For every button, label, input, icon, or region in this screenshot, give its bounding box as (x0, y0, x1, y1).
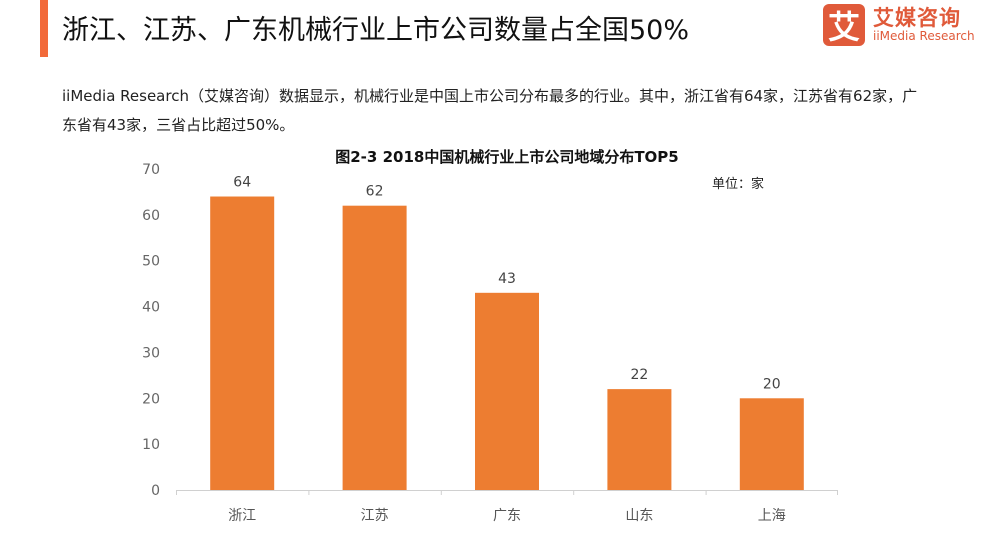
y-tick-label: 20 (142, 391, 160, 407)
x-tick-label: 上海 (758, 508, 786, 524)
title-accent-bar (40, 0, 48, 57)
bar (342, 205, 407, 490)
y-tick-label: 0 (151, 483, 160, 499)
y-tick-label: 70 (142, 162, 160, 178)
data-label: 64 (233, 175, 251, 191)
y-tick-label: 10 (142, 437, 160, 453)
logo: 艾 艾媒咨询 iiMedia Research (823, 4, 975, 46)
data-label: 22 (630, 367, 648, 383)
chart-title: 图2-3 2018中国机械行业上市公司地域分布TOP5 (335, 148, 679, 166)
logo-en: iiMedia Research (873, 28, 975, 43)
data-label: 62 (366, 184, 384, 200)
x-tick-label: 山东 (625, 508, 653, 524)
bar (739, 398, 804, 490)
y-tick-label: 40 (142, 300, 160, 316)
page-title: 浙江、江苏、广东机械行业上市公司数量占全国50% (62, 15, 690, 46)
y-tick-label: 60 (142, 208, 160, 224)
y-tick-label: 30 (142, 345, 160, 361)
x-tick-label: 浙江 (228, 508, 256, 524)
data-label: 20 (763, 376, 781, 392)
bar (210, 196, 275, 490)
description: iiMedia Research（艾媒咨询）数据显示，机械行业是中国上市公司分布… (62, 87, 918, 134)
unit-label: 单位：家 (712, 176, 764, 192)
bar (475, 292, 539, 490)
x-tick-label: 江苏 (361, 508, 389, 524)
bar (607, 389, 672, 490)
logo-cn: 艾媒咨询 (873, 5, 961, 30)
y-tick-label: 50 (142, 254, 160, 270)
x-tick-label: 广东 (493, 508, 521, 524)
data-label: 43 (498, 271, 516, 287)
logo-mark: 艾 (823, 4, 865, 46)
